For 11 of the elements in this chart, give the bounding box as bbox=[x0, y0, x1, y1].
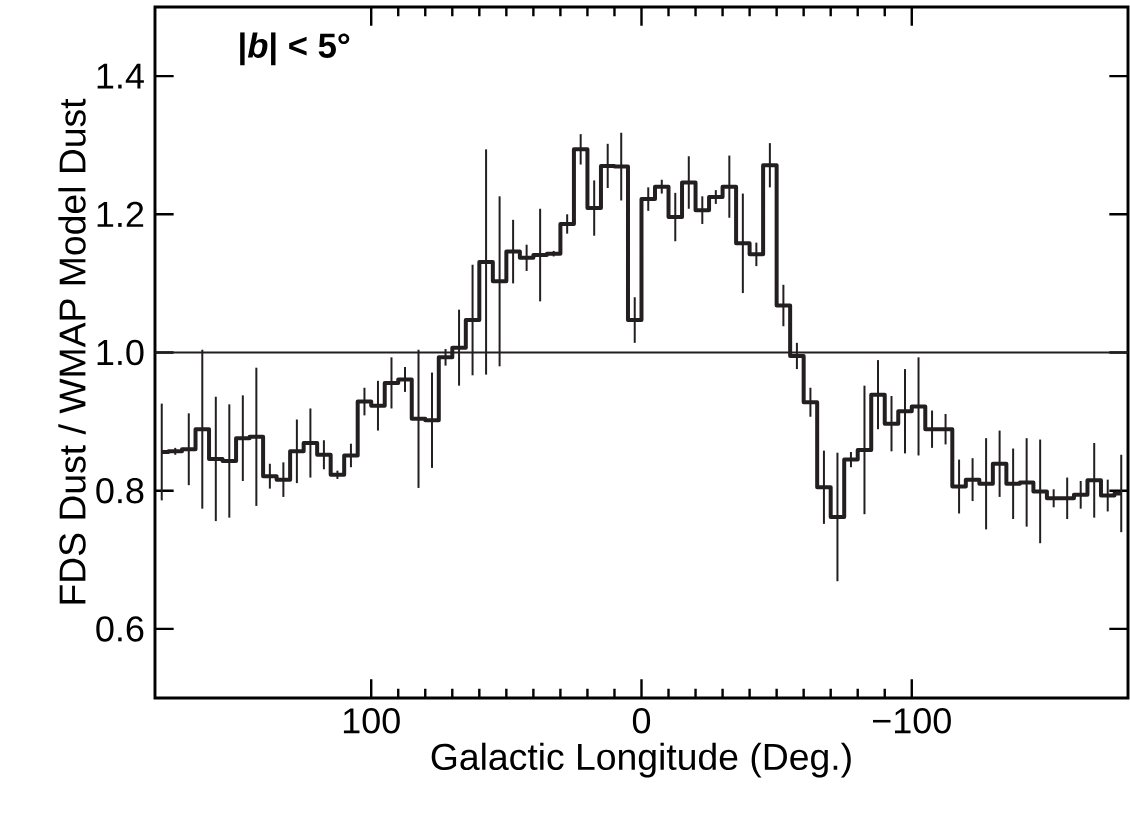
text: |b| < 5° bbox=[240, 32, 350, 66]
x-tick-label: 0 bbox=[632, 708, 651, 734]
x-tick-label: −100 bbox=[873, 708, 951, 734]
y-tick-label: 1.2 bbox=[97, 201, 144, 227]
y-tick-label: 0.8 bbox=[96, 477, 144, 504]
y-axis-title: FDS Dust / WMAP Model Dust bbox=[58, 98, 86, 604]
x-axis-title: Galactic Longitude (Deg.) bbox=[431, 742, 851, 778]
y-tick-label: 1.4 bbox=[97, 63, 144, 89]
x-tick-label: 100 bbox=[343, 708, 400, 734]
y-tick-label: 0.6 bbox=[96, 616, 144, 642]
y-tick-label: 1.0 bbox=[97, 339, 144, 366]
